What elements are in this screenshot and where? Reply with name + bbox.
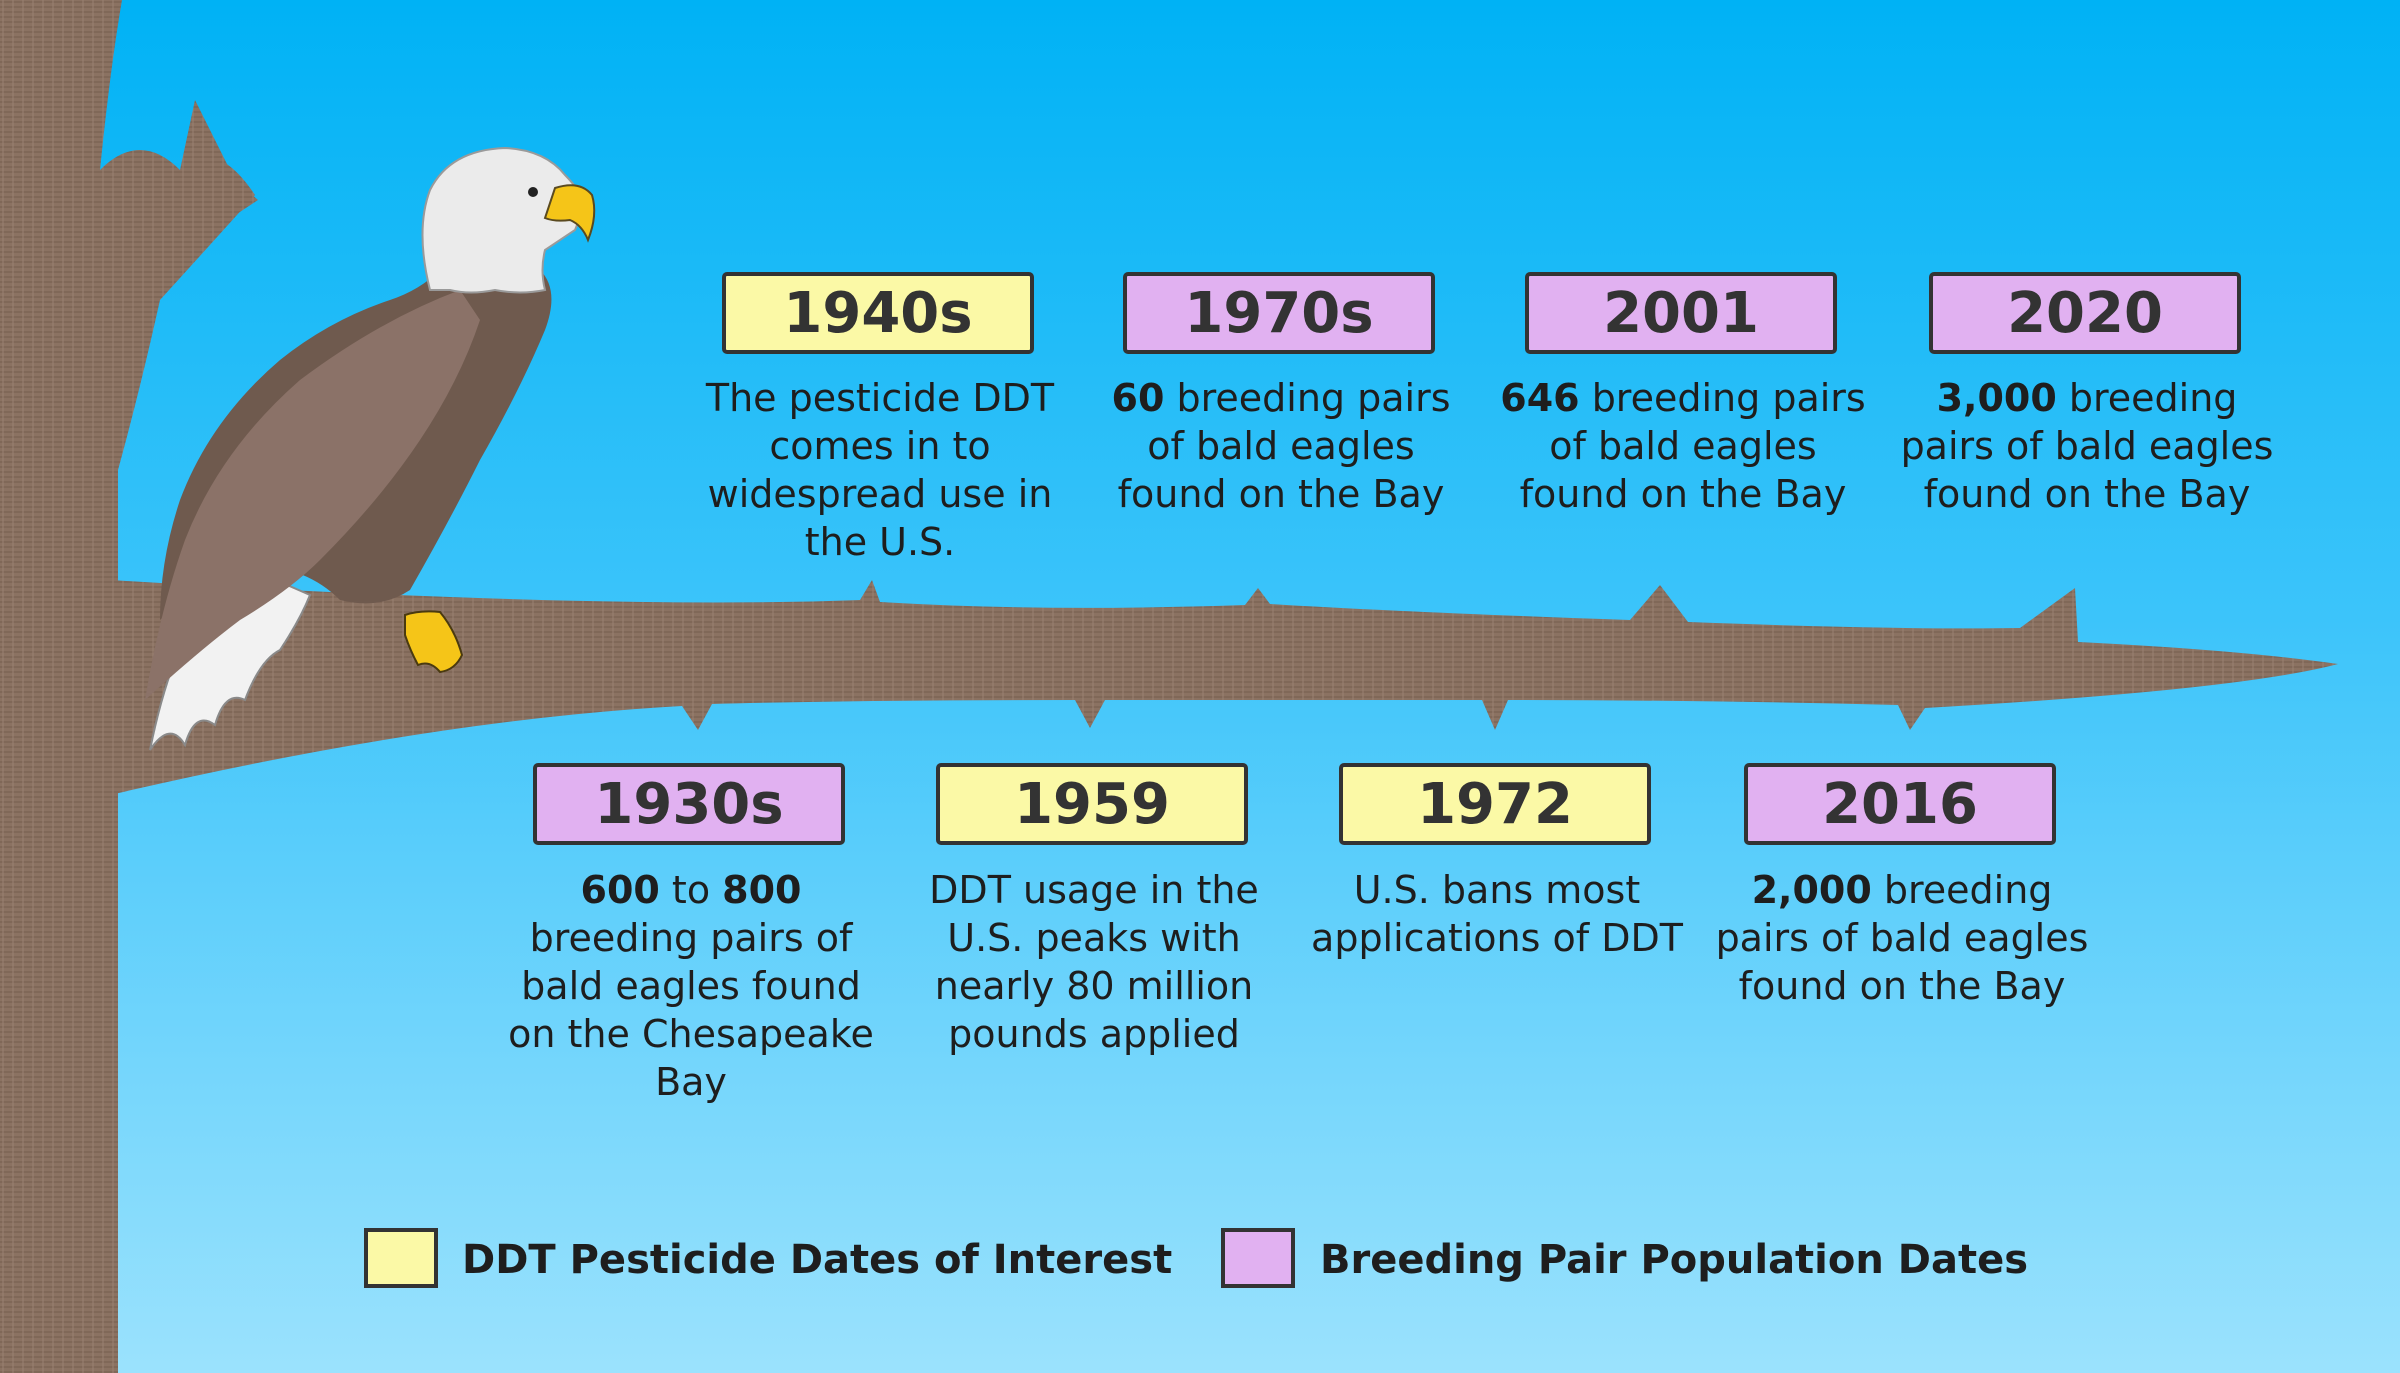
legend-population-swatch [1221,1228,1295,1288]
legend-ddt-swatch [364,1228,438,1288]
bald-eagle-illustration [145,146,596,751]
legend-ddt-label: DDT Pesticide Dates of Interest [462,1237,1173,1283]
date-box-1972: 1972 [1339,763,1651,845]
event-1970s-description: 60 breeding pairs of bald eagles found o… [1111,376,1451,516]
eagle-beak [543,184,596,243]
event-2001-description: 646 breeding pairs of bald eagles found … [1500,376,1866,516]
eagle-feet [404,610,464,674]
date-box-1959: 1959 [936,763,1248,845]
date-box-2016: 2016 [1744,763,2056,845]
event-1972-description: U.S. bans most applications of DDT [1311,868,1683,960]
event-1930s-description: 600 to 800 breeding pairs of bald eagles… [508,868,874,1104]
legend-population-label: Breeding Pair Population Dates [1320,1237,2029,1283]
eagle-wing [145,290,480,700]
tree-twig [180,100,258,235]
date-box-1940s: 1940s [722,272,1034,354]
event-1959-description: DDT usage in the U.S. peaks with nearly … [929,868,1259,1056]
date-box-2001: 2001 [1525,272,1837,354]
date-box-1970s: 1970s [1123,272,1435,354]
date-box-2020: 2020 [1929,272,2241,354]
event-1940s-description: The pesticide DDT comes in to widespread… [705,376,1055,564]
tree-branch [110,580,2338,795]
event-2020-description: 3,000 breeding pairs of bald eagles foun… [1900,376,2274,516]
date-box-1930s: 1930s [533,763,845,845]
eagle-eye [528,187,538,197]
tree-trunk [0,0,255,1373]
event-2016-description: 2,000 breeding pairs of bald eagles foun… [1715,868,2089,1008]
